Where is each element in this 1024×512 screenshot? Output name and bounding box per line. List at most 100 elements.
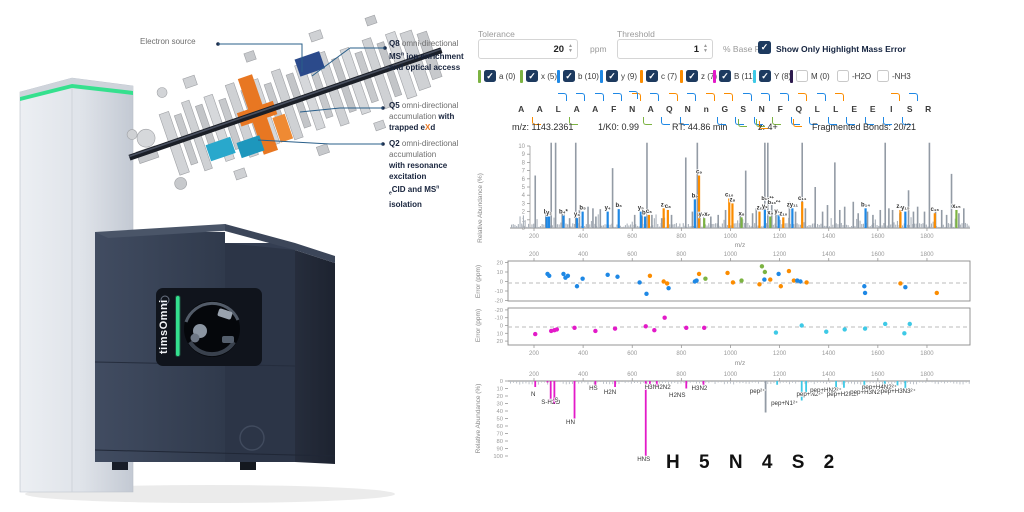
svg-text:H3N2: H3N2 — [692, 385, 708, 392]
residue-I[interactable]: I — [882, 93, 901, 125]
ion-toggle-NH3[interactable]: -NH3 — [877, 69, 911, 83]
residue-G[interactable]: G — [716, 93, 735, 125]
svg-text:H3N: H3N — [645, 384, 657, 391]
threshold-unit: % Base Pea — [723, 44, 770, 54]
residue-E[interactable]: E — [864, 96, 883, 125]
ion-color-bar — [520, 69, 523, 83]
residue-N[interactable]: N — [679, 93, 698, 125]
stat-bonds: Fragmented Bonds: 20/21 — [812, 122, 917, 132]
tolerance-stepper[interactable]: ▲ ▼ — [568, 43, 573, 54]
svg-text:-20: -20 — [495, 308, 503, 314]
svg-text:1800: 1800 — [920, 372, 934, 378]
svg-text:1800: 1800 — [920, 252, 934, 258]
residue-letter: n — [703, 104, 709, 114]
svg-text:x₉: x₉ — [767, 211, 773, 217]
ion-checkbox[interactable]: ✓ — [606, 70, 618, 82]
residue-A[interactable]: A — [568, 93, 587, 125]
threshold-stepper[interactable]: ▲ ▼ — [703, 43, 708, 54]
residue-A[interactable]: A — [586, 93, 605, 120]
fragment-marker-bottom — [758, 121, 768, 129]
ion-checkbox[interactable] — [796, 70, 808, 82]
residue-F[interactable]: F — [605, 93, 624, 120]
residue-A[interactable]: A — [642, 93, 661, 125]
error-plot-bottom[interactable]: -20 -10 010 20 Error (ppm) 200 400 600 800 1000 12… — [470, 305, 1024, 368]
svg-text:3: 3 — [522, 201, 526, 207]
fragment-marker-top — [798, 93, 807, 101]
residue-A[interactable]: A — [531, 96, 550, 125]
residue-L[interactable]: L — [549, 93, 568, 120]
svg-text:60: 60 — [497, 424, 503, 430]
fragment-marker-bottom — [827, 117, 837, 125]
threshold-input[interactable]: 1 ▲ ▼ — [617, 39, 713, 59]
svg-text:m/z: m/z — [735, 360, 745, 367]
ion-toggle-z[interactable]: ✓ z (7) — [680, 69, 717, 83]
svg-text:800: 800 — [676, 372, 687, 378]
residue-S[interactable]: S — [901, 93, 920, 125]
residue-R[interactable]: R — [919, 96, 938, 120]
ion-toggle-B[interactable]: ✓ B (11) — [713, 69, 755, 83]
highlight-mass-error-checkbox[interactable]: ✓ — [758, 41, 771, 54]
ion-toggle-H2O[interactable]: -H2O — [837, 69, 871, 83]
residue-N[interactable]: N — [623, 91, 642, 120]
ion-toggle-x[interactable]: ✓ x (5) — [520, 69, 557, 83]
residue-F[interactable]: F — [771, 93, 790, 125]
ion-toggle-M[interactable]: M (0) — [790, 69, 830, 83]
ion-checkbox[interactable]: ✓ — [646, 70, 658, 82]
ion-checkbox[interactable]: ✓ — [563, 70, 575, 82]
residue-n[interactable]: n — [697, 93, 716, 120]
ion-checkbox[interactable] — [877, 70, 889, 82]
ion-checkbox[interactable]: ✓ — [484, 70, 496, 82]
ms2-spectrum-plot[interactable]: 012345678910Relative Abundance (%)200400… — [470, 138, 1024, 250]
svg-text:Relative Abundance (%): Relative Abundance (%) — [477, 173, 484, 243]
tolerance-input[interactable]: 20 ▲ ▼ — [478, 39, 578, 59]
svg-text:200: 200 — [529, 351, 540, 357]
residue-letter: A — [573, 104, 580, 114]
residue-S[interactable]: S — [734, 93, 753, 127]
residue-Q[interactable]: Q — [660, 93, 679, 125]
analysis-panel: Tolerance 20 ▲ ▼ ppm Threshold 1 ▲ ▼ % Bas… — [470, 0, 1024, 512]
tolerance-label: Tolerance — [478, 29, 515, 39]
ion-toggle-y[interactable]: ✓ y (9) — [600, 69, 637, 83]
error-plot-top[interactable]: 20 10 0 -10 -20 Error (ppm) 200 400 600 800 1000 12… — [470, 250, 1024, 305]
fragment-marker-bottom — [642, 117, 652, 125]
residue-A[interactable]: A — [512, 96, 531, 120]
tolerance-unit: ppm — [590, 44, 607, 54]
svg-text:10: 10 — [518, 144, 525, 150]
annotation-connectors — [216, 42, 387, 146]
residue-letter: Q — [665, 104, 673, 114]
ion-checkbox[interactable]: ✓ — [759, 70, 771, 82]
ion-toggle-Y[interactable]: ✓ Y (8) — [753, 69, 791, 83]
front-led-strip — [176, 296, 180, 356]
svg-text:4: 4 — [522, 193, 526, 199]
ion-toggle-c[interactable]: ✓ c (7) — [640, 69, 677, 83]
residue-L[interactable]: L — [808, 93, 827, 125]
fragment-marker-top — [835, 93, 844, 101]
ion-label: c (7) — [661, 71, 677, 81]
fragment-marker-top — [594, 93, 604, 101]
fragment-marker-bottom — [679, 117, 689, 125]
ion-checkbox[interactable]: ✓ — [719, 70, 731, 82]
svg-text:2: 2 — [522, 210, 526, 216]
box-port-circle — [239, 425, 265, 451]
fragment-marker-top — [761, 93, 770, 101]
ion-checkbox[interactable]: ✓ — [686, 70, 698, 82]
residue-Q[interactable]: Q — [790, 93, 809, 127]
ion-toggle-b[interactable]: ✓ b (10) — [557, 69, 599, 83]
svg-text:z₆: z₆ — [661, 202, 667, 208]
svg-text:H2N: H2N — [604, 389, 616, 396]
ion-toggle-a[interactable]: ✓ a (0) — [478, 69, 515, 83]
residue-letter: N — [684, 104, 691, 114]
cabinet-led-strip — [20, 84, 133, 101]
ion-checkbox[interactable] — [837, 70, 849, 82]
residue-E[interactable]: E — [845, 96, 864, 125]
ion-color-bar — [790, 69, 793, 83]
ion-label: Y (8) — [774, 71, 792, 81]
svg-text:800: 800 — [676, 351, 687, 357]
residue-N[interactable]: N — [753, 93, 772, 129]
svg-text:z₉: z₉ — [757, 206, 763, 212]
svg-text:y₁₅: y₁₅ — [901, 206, 910, 212]
svg-text:1000: 1000 — [724, 351, 738, 357]
ion-checkbox[interactable]: ✓ — [526, 70, 538, 82]
residue-L[interactable]: L — [827, 93, 846, 125]
